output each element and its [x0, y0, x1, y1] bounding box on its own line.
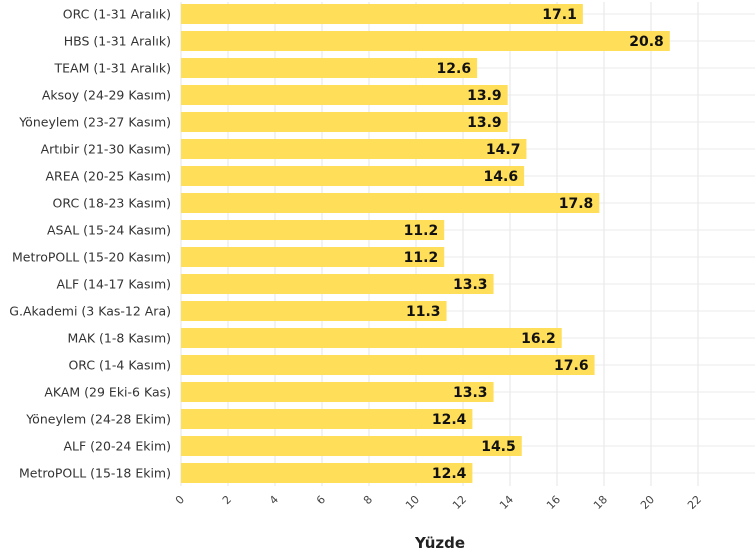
- category-label: Aksoy (24-29 Kasım): [42, 88, 171, 103]
- bar: [181, 166, 525, 186]
- category-label: MetroPOLL (15-20 Kasım): [12, 250, 171, 265]
- category-label: ORC (1-4 Kasım): [68, 358, 171, 373]
- value-labels: 17.1 20.8 12.6 13.9 13.9 14.7 14.6 17.8 11.2 11.2…: [404, 7, 664, 482]
- bar: [181, 31, 670, 51]
- value-label: 14.6: [484, 169, 519, 185]
- bar: [181, 409, 473, 429]
- bar: [181, 355, 595, 375]
- category-label: G.Akademi (3 Kas-12 Ara): [9, 304, 171, 319]
- bars-group: [181, 4, 670, 483]
- value-label: 14.5: [481, 439, 516, 455]
- category-labels: ORC (1-31 Aralık) HBS (1-31 Aralık) TEAM (…: [9, 7, 171, 481]
- x-tick-label: 22: [685, 493, 704, 512]
- value-label: 11.2: [404, 223, 439, 239]
- category-label: Artıbir (21-30 Kasım): [41, 142, 171, 157]
- category-label: MAK (1-8 Kasım): [68, 331, 171, 346]
- value-label: 17.1: [542, 7, 577, 23]
- value-label: 11.3: [406, 304, 441, 320]
- value-label: 17.6: [554, 358, 589, 374]
- bar: [181, 436, 522, 456]
- value-label: 14.7: [486, 142, 521, 158]
- value-label: 11.2: [404, 250, 439, 266]
- category-label: AKAM (29 Eki-6 Kas): [44, 385, 171, 400]
- x-axis-title: Yüzde: [414, 534, 465, 552]
- x-tick-label: 8: [361, 493, 375, 507]
- bar: [181, 301, 447, 321]
- x-tick-label: 16: [544, 493, 563, 512]
- category-label: Yöneylem (23-27 Kasım): [18, 115, 171, 130]
- bar: [181, 4, 583, 24]
- bar: [181, 139, 527, 159]
- category-label: MetroPOLL (15-18 Ekim): [19, 466, 171, 481]
- category-label: ORC (18-23 Kasım): [53, 196, 171, 211]
- value-label: 12.4: [432, 412, 467, 428]
- bar: [181, 112, 508, 132]
- value-label: 12.4: [432, 466, 467, 482]
- category-label: HBS (1-31 Aralık): [64, 34, 171, 49]
- bar: [181, 463, 473, 483]
- x-tick-label: 2: [220, 493, 234, 507]
- bar: [181, 193, 600, 213]
- x-tick-label: 20: [638, 493, 657, 512]
- x-tick-label: 18: [591, 493, 610, 512]
- value-label: 12.6: [437, 61, 472, 77]
- x-tick-label: 10: [403, 493, 422, 512]
- bar: [181, 247, 445, 267]
- x-tick-label: 12: [450, 493, 469, 512]
- value-label: 17.8: [559, 196, 594, 212]
- category-label: AREA (20-25 Kasım): [45, 169, 171, 184]
- x-tick-label: 4: [267, 493, 281, 507]
- bar: [181, 274, 494, 294]
- category-label: TEAM (1-31 Aralık): [54, 61, 171, 76]
- x-tick-label: 14: [497, 493, 516, 512]
- bar: [181, 58, 478, 78]
- value-label: 20.8: [629, 34, 664, 50]
- bar: [181, 328, 562, 348]
- x-tick-label: 6: [314, 493, 328, 507]
- category-label: Yöneylem (24-28 Ekim): [25, 412, 171, 427]
- value-label: 13.9: [467, 88, 502, 104]
- bar: [181, 85, 508, 105]
- category-label: ASAL (15-24 Kasım): [47, 223, 171, 238]
- value-label: 13.9: [467, 115, 502, 131]
- value-label: 16.2: [521, 331, 556, 347]
- category-label: ORC (1-31 Aralık): [63, 7, 171, 22]
- value-label: 13.3: [453, 385, 488, 401]
- x-tick-label: 0: [173, 493, 187, 507]
- value-label: 13.3: [453, 277, 488, 293]
- bar: [181, 382, 494, 402]
- category-label: ALF (20-24 Ekim): [63, 439, 171, 454]
- category-label: ALF (14-17 Kasım): [56, 277, 171, 292]
- x-tick-labels: 0 2 4 6 8 10 12 14 16 18 20 22: [173, 493, 704, 512]
- bar: [181, 220, 445, 240]
